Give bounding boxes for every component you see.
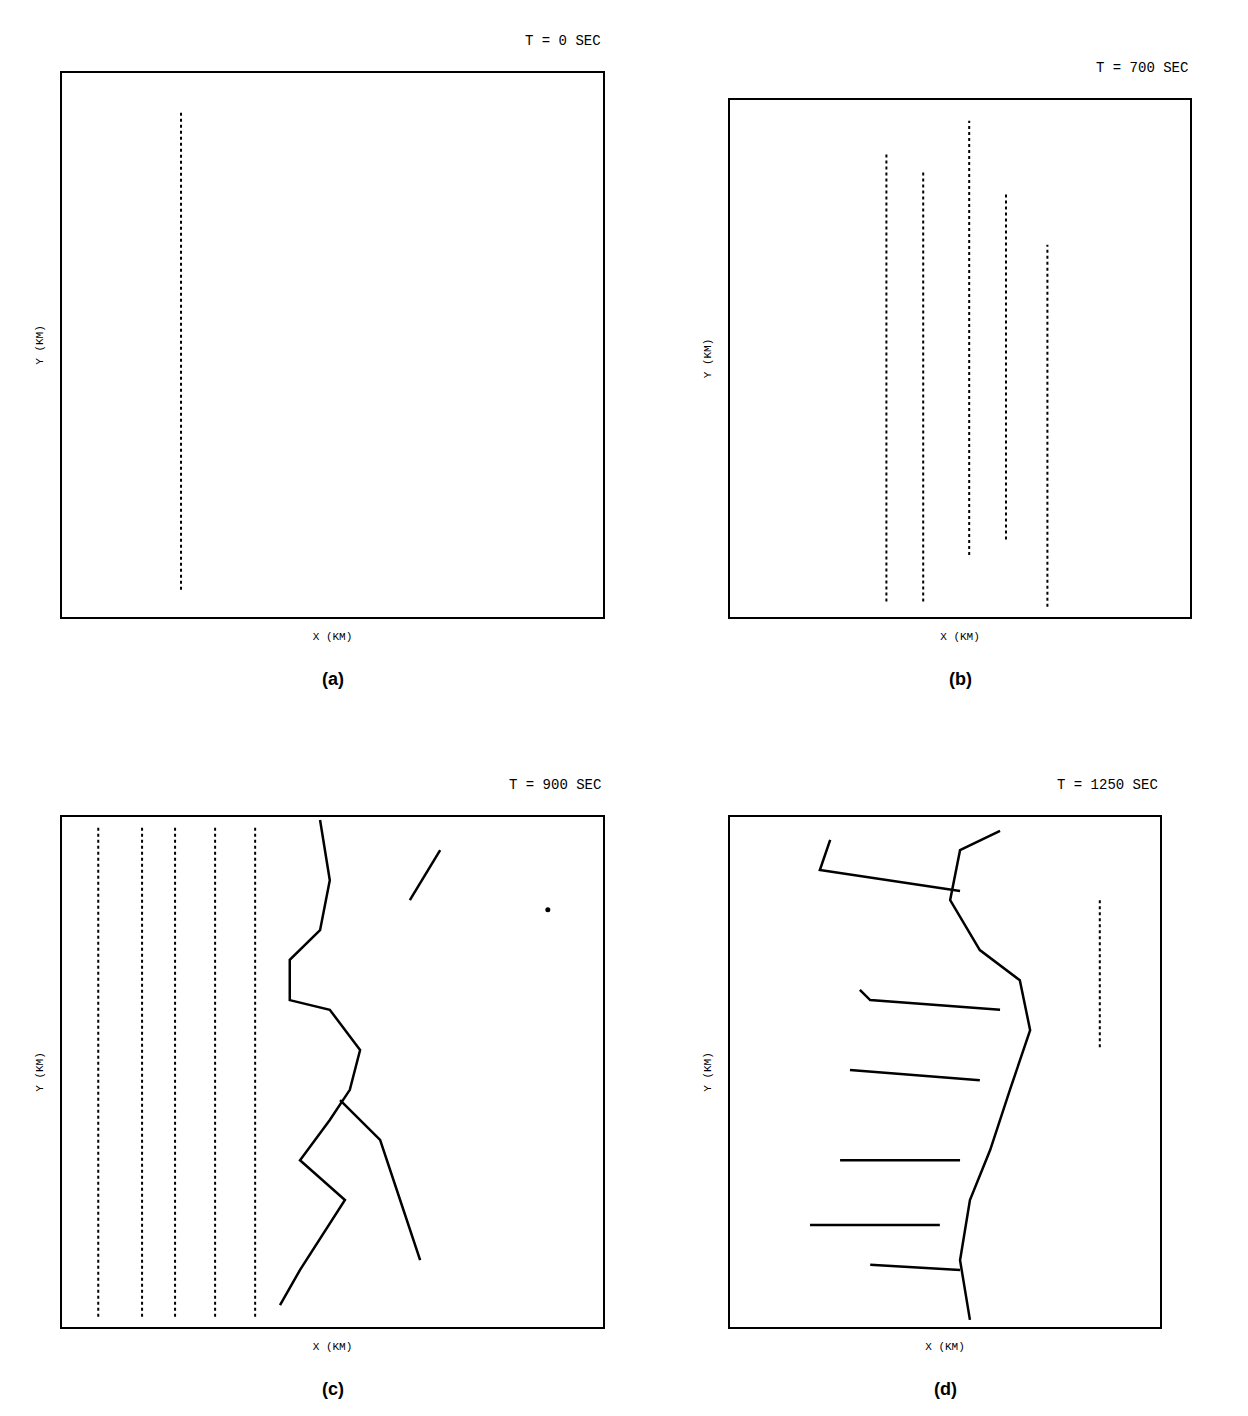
svg-text:Y (KM): Y (KM) (702, 1052, 714, 1092)
svg-text:(a): (a) (322, 669, 344, 689)
svg-text:X (KM): X (KM) (940, 631, 980, 643)
svg-text:T = 0 SEC: T = 0 SEC (525, 33, 601, 49)
svg-text:(c): (c) (322, 1379, 344, 1399)
svg-text:X (KM): X (KM) (925, 1341, 965, 1353)
svg-text:(d): (d) (934, 1379, 957, 1399)
svg-text:Y (KM): Y (KM) (702, 339, 714, 379)
svg-text:T = 900 SEC: T = 900 SEC (509, 777, 601, 793)
svg-text:X (KM): X (KM) (313, 1341, 353, 1353)
svg-text:T = 700 SEC: T = 700 SEC (1096, 60, 1188, 76)
svg-text:Y (KM): Y (KM) (34, 325, 46, 365)
svg-text:X (KM): X (KM) (313, 631, 353, 643)
svg-text:(b): (b) (949, 669, 972, 689)
svg-text:T = 1250 SEC: T = 1250 SEC (1057, 777, 1158, 793)
svg-text:Y (KM): Y (KM) (34, 1052, 46, 1092)
